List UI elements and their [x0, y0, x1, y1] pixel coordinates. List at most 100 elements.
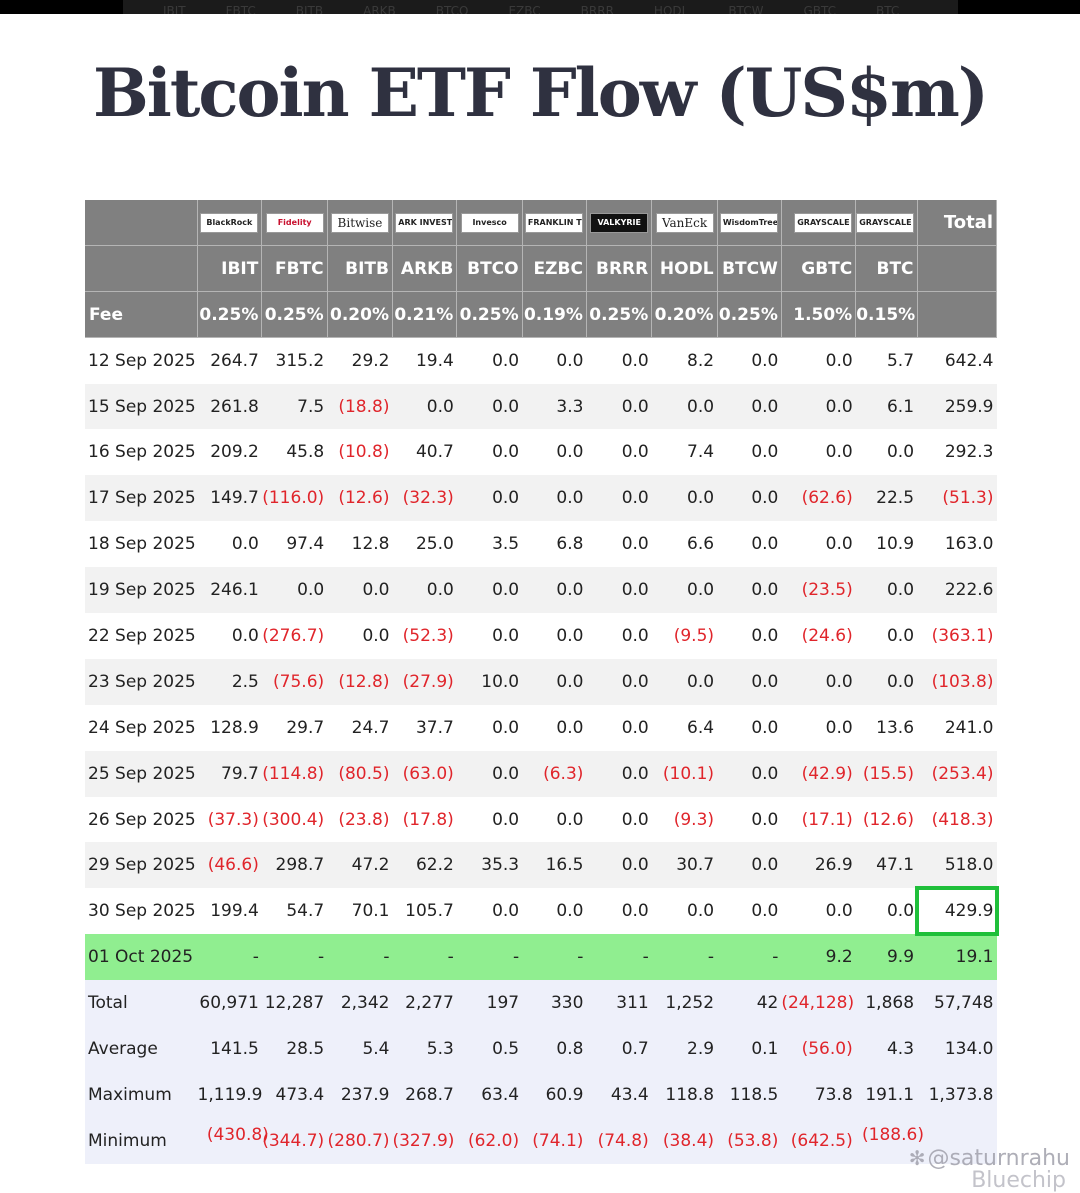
fee-cell: 0.25%: [261, 291, 328, 339]
flow-cell: (12.8): [327, 658, 393, 705]
flow-cell: -: [522, 934, 587, 981]
total-column-header: Total: [917, 200, 998, 247]
flow-cell: 0.0: [855, 567, 918, 614]
summary-cell: 141.5: [197, 1026, 262, 1072]
flow-cell: 0.0: [586, 383, 652, 430]
summary-cell: (53.8): [717, 1117, 782, 1164]
flow-cell: (9.3): [651, 796, 718, 843]
summary-label: Total: [85, 980, 198, 1027]
flow-cell: 0.0: [855, 888, 918, 935]
flow-cell: 0.0: [781, 521, 856, 568]
row-date: 24 Sep 2025: [85, 704, 198, 751]
flow-cell: 97.4: [261, 521, 328, 568]
flow-cell: 0.0: [456, 383, 523, 430]
flow-cell: 9.2: [781, 934, 856, 981]
watermark-secondary-text: Bluechip: [971, 1168, 1066, 1193]
table-row: 23 Sep 2025 2.5 (75.6) (12.8) (27.9) 10.0 0.0 0…: [85, 658, 997, 705]
flow-cell: 0.0: [717, 750, 782, 797]
summary-cell: 1,119.9: [197, 1071, 262, 1118]
summary-total-cell: 1,373.8: [917, 1071, 997, 1118]
flow-cell: 37.7: [392, 704, 457, 751]
summary-cell: 330: [522, 980, 587, 1027]
flow-cell: 0.0: [522, 658, 587, 705]
flow-cell: -: [456, 934, 523, 981]
summary-value: (430.8): [206, 1124, 269, 1145]
row-total-cell: 163.0: [917, 521, 997, 568]
header-blank-cell: [85, 245, 199, 293]
flow-cell: 0.0: [456, 567, 523, 614]
flow-cell: 47.2: [327, 842, 393, 889]
summary-cell: 118.8: [651, 1071, 718, 1118]
issuer-logo-icon: ARK INVEST: [395, 212, 454, 233]
summary-cell: (62.0): [456, 1117, 523, 1164]
flow-cell: 0.0: [522, 567, 587, 614]
flow-cell: 0.0: [586, 750, 652, 797]
flow-cell: (52.3): [392, 613, 457, 659]
flow-cell: 24.7: [327, 704, 393, 751]
topbar-ticker: GBTC: [803, 4, 836, 14]
flow-cell: 47.1: [855, 842, 918, 889]
flow-cell: 0.0: [586, 567, 652, 614]
flow-cell: 0.0: [522, 429, 587, 476]
summary-cell: 73.8: [781, 1071, 856, 1118]
flow-cell: (300.4): [261, 796, 328, 843]
fee-row: Fee 0.25% 0.25% 0.20% 0.21% 0.25% 0.19% 0.25% 0…: [85, 291, 998, 339]
row-date: 18 Sep 2025: [85, 521, 198, 568]
row-total-cell: (418.3): [917, 796, 997, 843]
summary-cell: 268.7: [392, 1071, 457, 1118]
fee-cell: 0.25%: [456, 291, 523, 339]
flow-cell: (12.6): [327, 475, 393, 522]
flow-cell: 29.2: [327, 337, 393, 384]
watermark-secondary: Bluechip: [971, 1168, 1066, 1193]
topbar-ticker: HODL: [653, 4, 689, 14]
flow-cell: 10.0: [456, 658, 523, 705]
flow-cell: (114.8): [261, 750, 328, 797]
flow-cell: -: [197, 934, 262, 981]
issuer-logo-icon: Invesco: [460, 212, 519, 233]
issuer-logo-cell: Bitwise: [327, 200, 393, 247]
flow-cell: 0.0: [651, 475, 718, 522]
summary-cell: 2,277: [392, 980, 457, 1027]
flow-cell: 261.8: [197, 383, 262, 430]
fee-cell: 0.25%: [197, 291, 263, 339]
summary-cell: 4.3: [855, 1026, 918, 1072]
flow-cell: 0.0: [522, 796, 587, 843]
flow-cell: (27.9): [392, 658, 457, 705]
flow-cell: 0.0: [456, 704, 523, 751]
flow-cell: (12.6): [855, 796, 918, 843]
flow-cell: (63.0): [392, 750, 457, 797]
flow-cell: 30.7: [651, 842, 718, 889]
summary-label: Minimum: [85, 1117, 198, 1164]
page-title: Bitcoin ETF Flow (US$m): [92, 54, 989, 132]
flow-cell: 0.0: [717, 337, 782, 384]
table-row: 29 Sep 2025 (46.6) 298.7 47.2 62.2 35.3 16.5 0.…: [85, 842, 997, 889]
flow-cell: (37.3): [197, 796, 262, 843]
row-total-cell: (51.3): [917, 475, 997, 522]
summary-label: Maximum: [85, 1071, 198, 1118]
row-date: 15 Sep 2025: [85, 383, 198, 430]
summary-cell: 1,252: [651, 980, 718, 1027]
flow-cell: 128.9: [197, 704, 262, 751]
flow-cell: 6.1: [855, 383, 918, 430]
flow-cell: 0.0: [586, 429, 652, 476]
row-total-cell: 222.6: [917, 567, 997, 614]
ticker-header: BRRR: [586, 245, 653, 293]
flow-cell: 0.0: [456, 888, 523, 935]
flow-cell: 6.6: [651, 521, 718, 568]
flow-cell: 54.7: [261, 888, 328, 935]
flow-cell: 8.2: [651, 337, 718, 384]
summary-cell: (188.6): [855, 1117, 924, 1164]
flow-cell: 0.0: [456, 750, 523, 797]
flow-cell: 0.0: [717, 704, 782, 751]
flow-cell: 10.9: [855, 521, 918, 568]
row-date: 12 Sep 2025: [85, 337, 198, 384]
topbar-ticker: BTCW: [728, 4, 764, 14]
flow-cell: 0.0: [781, 337, 856, 384]
summary-total-cell: [917, 1117, 997, 1164]
summary-total-cell: 57,748: [917, 980, 997, 1027]
flow-cell: 0.0: [522, 613, 587, 659]
flow-cell: (32.3): [392, 475, 457, 522]
flow-cell: 13.6: [855, 704, 918, 751]
flow-cell: 209.2: [197, 429, 262, 476]
summary-cell: 63.4: [456, 1071, 523, 1118]
